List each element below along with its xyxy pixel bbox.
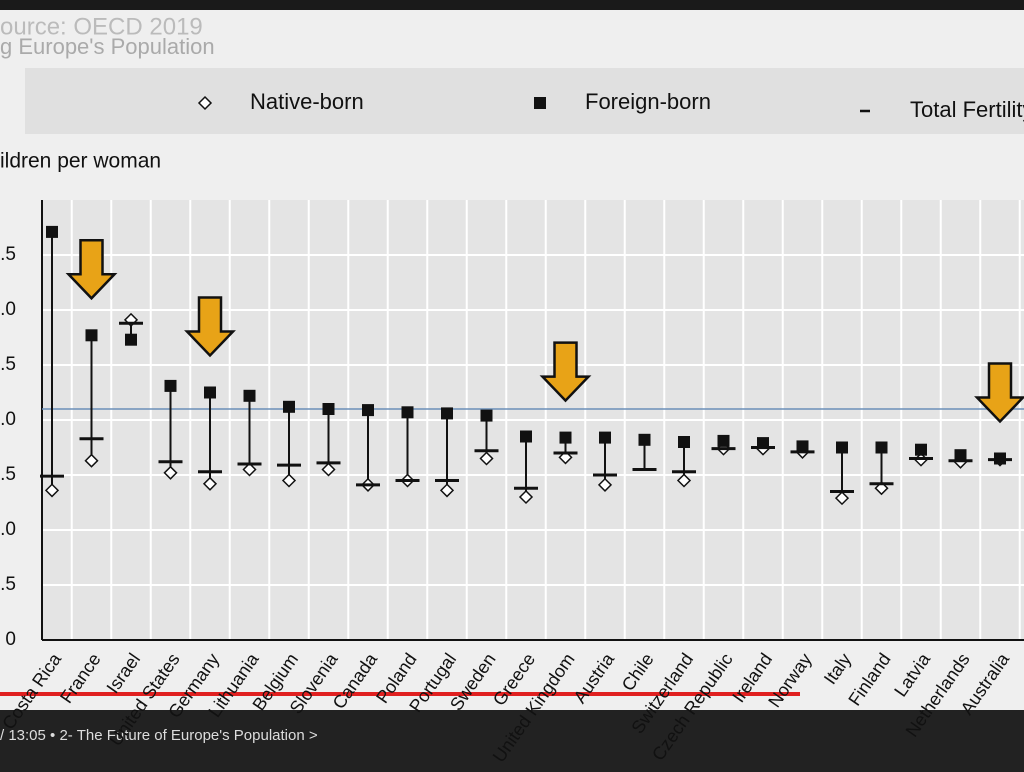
- foreign-marker: [243, 389, 256, 402]
- y-tick-label: 3.0: [0, 299, 16, 320]
- foreign-marker: [796, 440, 809, 453]
- native-marker: [321, 462, 336, 477]
- native-marker: [834, 491, 850, 506]
- arrow: [65, 239, 118, 301]
- foreign-marker: [480, 409, 493, 422]
- legend-marker: [197, 95, 213, 111]
- foreign-marker: [85, 329, 98, 342]
- foreign-marker: [164, 379, 177, 392]
- foreign-marker: [836, 441, 848, 454]
- legend-label: Foreign-born: [585, 89, 711, 114]
- y-tick-label: 2.5: [0, 354, 16, 375]
- native-marker: [163, 465, 178, 480]
- legend-label: Native-born: [250, 89, 364, 114]
- legend-box: [25, 68, 1024, 134]
- y-tick-label: 2.0: [0, 409, 16, 430]
- foreign-marker: [204, 386, 216, 399]
- foreign-marker: [401, 406, 414, 419]
- y-tick-label: 1.0: [0, 519, 16, 540]
- player-bar: [0, 710, 1024, 772]
- y-tick-label: 1.5: [0, 464, 16, 485]
- y-tick-label: 3.5: [0, 244, 16, 265]
- foreign-marker: [875, 441, 888, 454]
- player-time: / 13:05 • 2- The Future of Europe's Popu…: [0, 727, 318, 744]
- foreign-marker: [520, 430, 532, 443]
- native-marker: [281, 473, 297, 488]
- y-tick-label: 0.5: [0, 574, 16, 595]
- foreign-marker: [441, 407, 453, 420]
- title: g Europe's Population: [0, 34, 215, 59]
- arrow: [184, 296, 236, 358]
- progress-bar[interactable]: [0, 692, 800, 696]
- foreign-marker: [559, 431, 572, 444]
- native-marker: [202, 476, 218, 491]
- native-marker: [44, 483, 60, 498]
- foreign-marker: [915, 443, 927, 456]
- y-axis-label: ildren per woman: [0, 150, 161, 173]
- native-marker: [242, 462, 257, 477]
- foreign-marker: [283, 400, 295, 413]
- foreign-marker: [362, 404, 374, 417]
- foreign-marker: [599, 431, 611, 444]
- native-marker: [676, 473, 692, 488]
- foreign-marker: [125, 333, 137, 346]
- native-marker: [479, 451, 494, 466]
- native-marker: [597, 477, 613, 492]
- foreign-marker: [46, 225, 58, 238]
- foreign-marker: [638, 433, 651, 446]
- native-marker: [439, 483, 455, 498]
- foreign-marker: [322, 403, 335, 415]
- native-marker: [84, 453, 99, 468]
- legend-label: Total Fertility: [910, 97, 1024, 122]
- foreign-marker: [717, 434, 730, 447]
- legend-marker: [534, 97, 546, 109]
- foreign-marker: [954, 449, 967, 462]
- foreign-marker: [678, 436, 690, 448]
- native-marker: [518, 489, 534, 505]
- arrow: [539, 341, 592, 403]
- arrow: [974, 362, 1024, 424]
- source: ource: OECD 2019: [0, 13, 203, 40]
- y-tick-label: 0: [5, 629, 16, 650]
